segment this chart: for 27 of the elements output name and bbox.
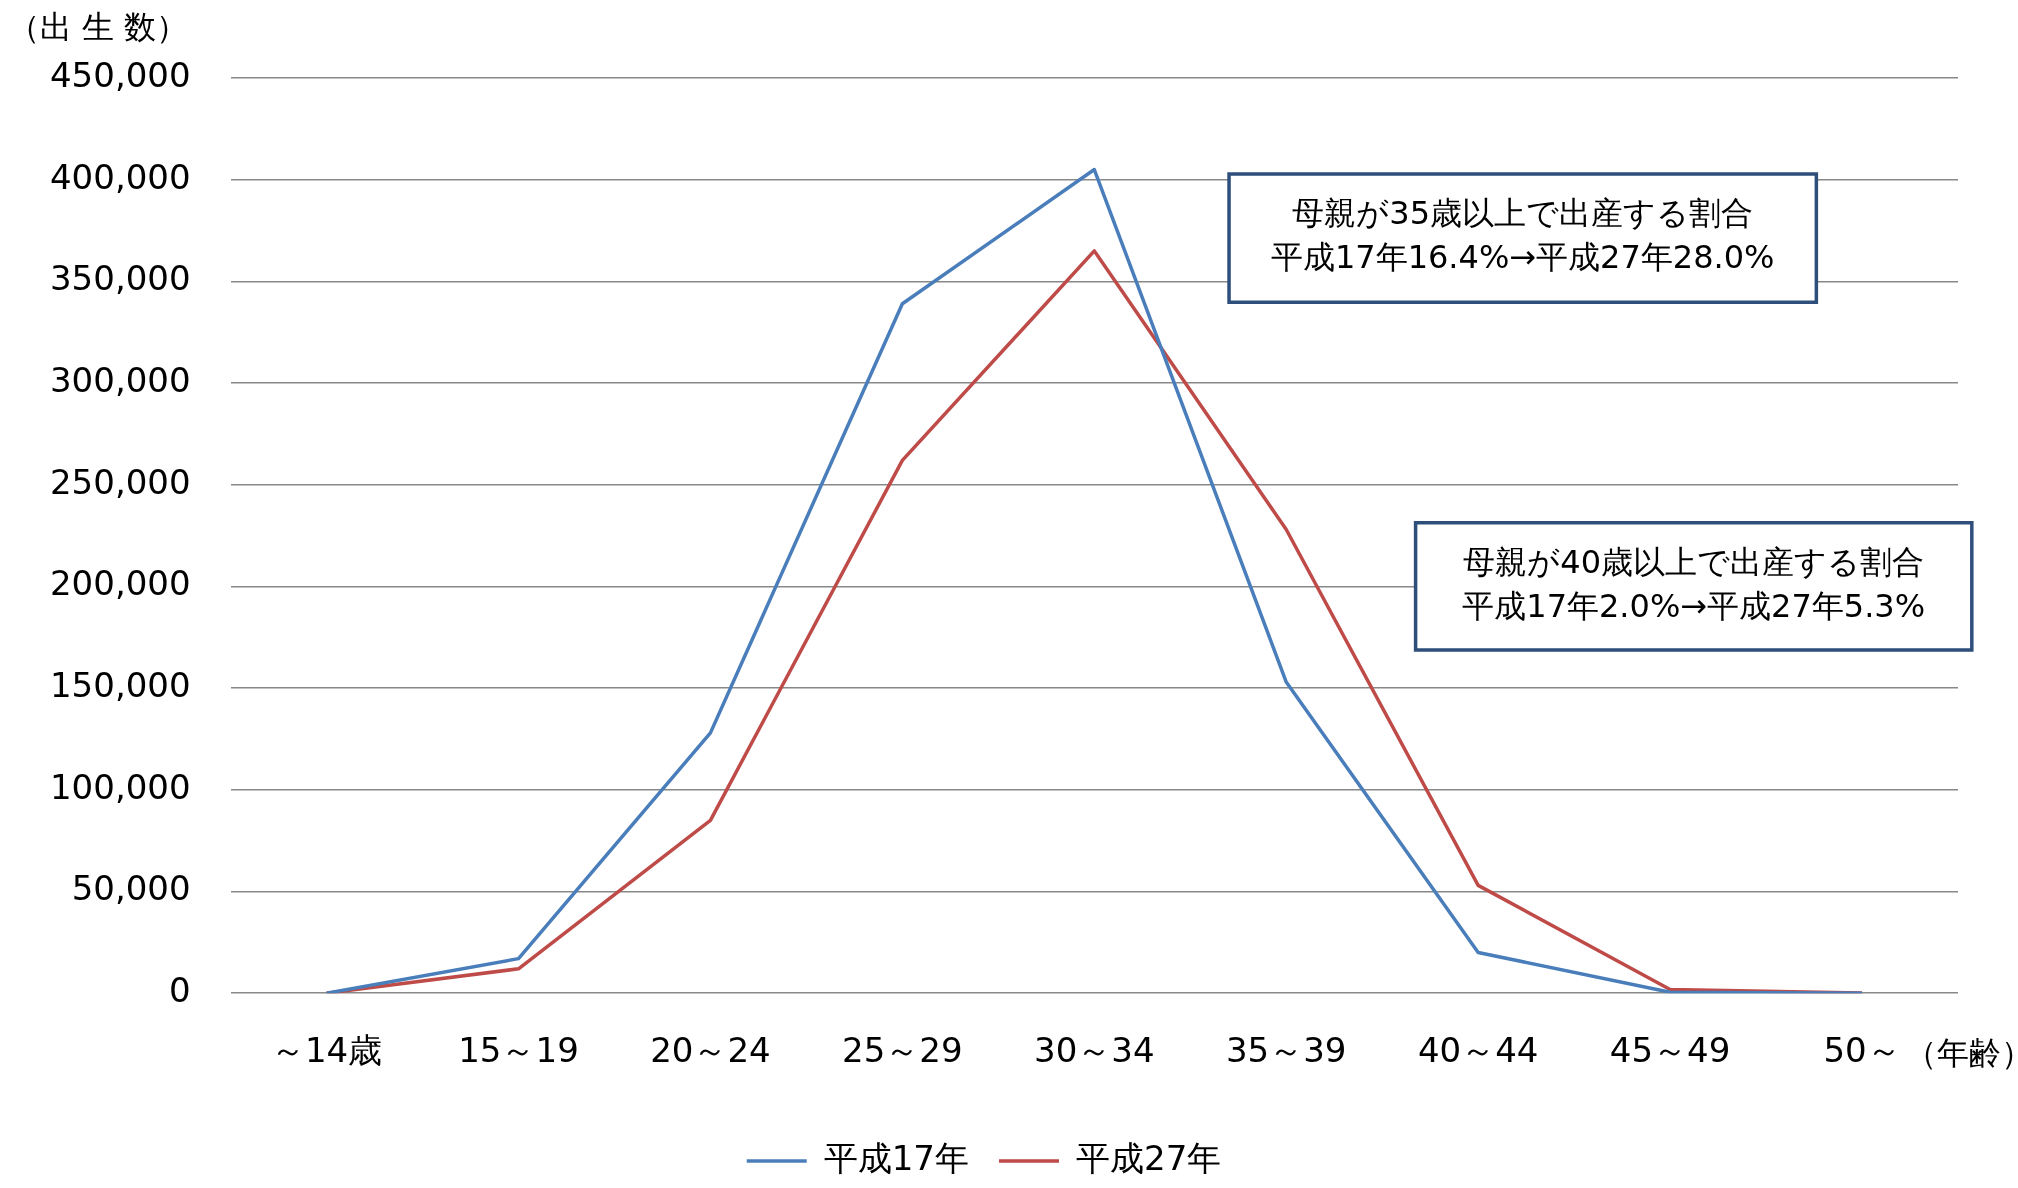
annotation: 母親が35歳以上で出産する割合 <box>1292 194 1754 233</box>
x-axis-title: （年齢） <box>1904 1033 2018 1072</box>
y-tick-label: 50,000 <box>71 868 191 909</box>
x-tick-label: 30～34 <box>1034 1030 1155 1071</box>
x-tick-label: 40～44 <box>1417 1030 1539 1071</box>
x-tick-label: 15～19 <box>458 1030 579 1071</box>
y-tick-label: 300,000 <box>49 359 191 400</box>
y-tick-label: 400,000 <box>49 156 191 197</box>
x-tick-label: 20～24 <box>650 1030 771 1071</box>
legend-label: 平成27年 <box>1076 1137 1222 1178</box>
x-tick-label: 45～49 <box>1609 1030 1731 1071</box>
y-tick-label: 250,000 <box>49 461 191 502</box>
y-tick-label: 200,000 <box>49 563 191 604</box>
x-tick-label: ～14歳 <box>270 1030 383 1071</box>
y-tick-label: 100,000 <box>49 766 191 807</box>
legend-label: 平成17年 <box>823 1137 969 1178</box>
y-tick-label: 0 <box>168 970 191 1011</box>
annotation: 平成17年2.0%→平成27年5.3% <box>1462 586 1926 625</box>
annotation: 平成17年16.4%→平成27年28.0% <box>1270 238 1775 277</box>
y-tick-label: 150,000 <box>49 664 191 705</box>
y-tick-label: 450,000 <box>49 54 191 95</box>
x-tick-label: 25～29 <box>842 1030 963 1071</box>
annotation: 母親が40歳以上で出産する割合 <box>1463 542 1925 581</box>
y-tick-label: 350,000 <box>49 258 191 299</box>
x-tick-label: 50～ <box>1823 1030 1901 1071</box>
x-tick-label: 35～39 <box>1225 1030 1347 1071</box>
y-axis-title: （出 生 数） <box>8 8 189 47</box>
